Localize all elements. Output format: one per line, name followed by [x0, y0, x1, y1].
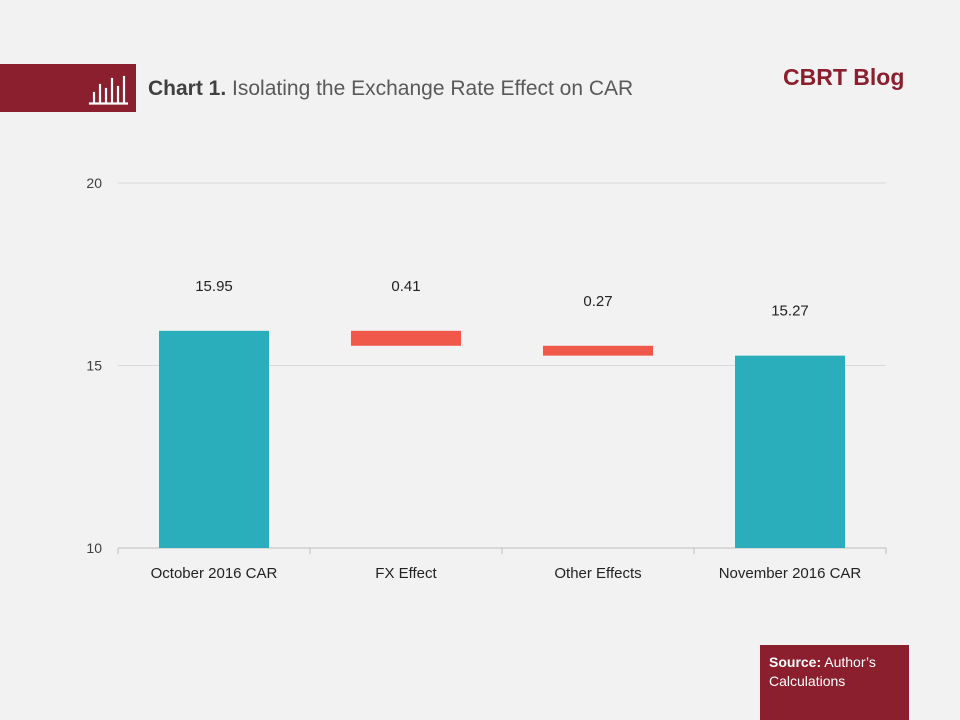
bar-october-2016-car — [159, 330, 269, 548]
x-tick-label: October 2016 CAR — [151, 565, 278, 582]
data-label: 15.95 — [195, 278, 233, 295]
chart-title: Chart 1. Isolating the Exchange Rate Eff… — [148, 77, 633, 101]
bars — [159, 330, 845, 548]
data-label: 15.27 — [771, 303, 809, 320]
x-tick-label: November 2016 CAR — [719, 565, 862, 582]
chart-label: Chart 1. — [148, 77, 227, 100]
y-tick-label: 15 — [86, 358, 102, 374]
x-tick-label: Other Effects — [554, 565, 641, 582]
data-label: 0.27 — [583, 293, 612, 310]
source-box: Source: Author’s Calculations — [760, 645, 909, 720]
y-tick-label: 10 — [86, 540, 102, 556]
data-label: 0.41 — [391, 278, 420, 295]
bar-fx-effect — [351, 330, 461, 346]
blog-title: CBRT Blog — [783, 64, 905, 90]
bar-chart-icon — [88, 75, 128, 105]
y-tick-label: 20 — [86, 175, 102, 191]
data-labels: 15.95 0.41 0.27 15.27 — [195, 278, 809, 320]
source-text: Author’s Calculations — [769, 654, 876, 689]
source-label: Source: — [769, 654, 822, 670]
chart-title-text: Isolating the Exchange Rate Effect on CA… — [232, 77, 634, 100]
bar-other-effects — [543, 345, 653, 356]
bar-november-2016-car — [735, 355, 845, 548]
x-tick-label: FX Effect — [375, 565, 437, 582]
